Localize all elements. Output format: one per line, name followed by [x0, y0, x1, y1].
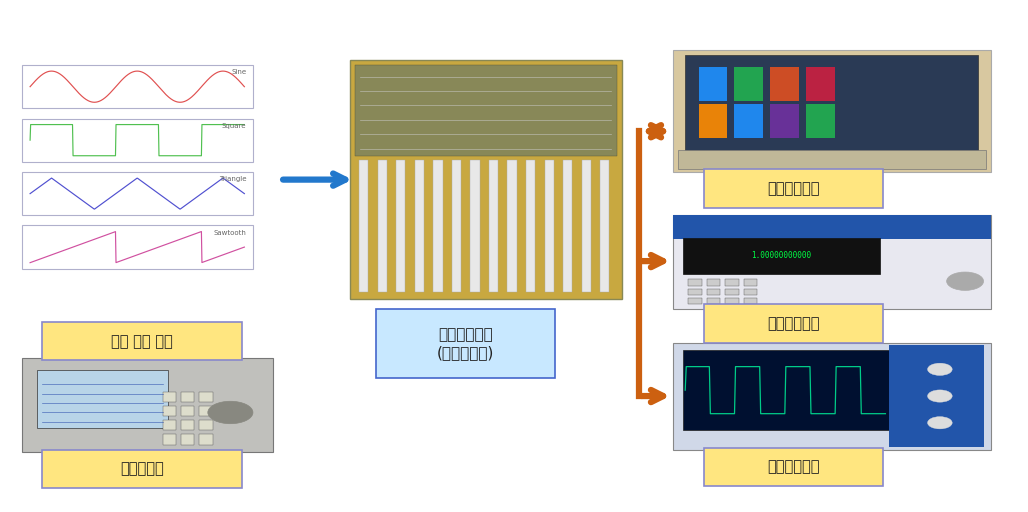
FancyBboxPatch shape [22, 172, 253, 215]
Circle shape [927, 417, 952, 429]
Text: Sine: Sine [231, 69, 247, 75]
FancyBboxPatch shape [743, 280, 757, 286]
FancyBboxPatch shape [181, 420, 194, 430]
FancyBboxPatch shape [673, 50, 991, 172]
FancyBboxPatch shape [706, 280, 720, 286]
FancyBboxPatch shape [489, 160, 499, 292]
FancyBboxPatch shape [22, 225, 253, 269]
FancyBboxPatch shape [704, 169, 883, 208]
FancyBboxPatch shape [725, 289, 738, 295]
FancyBboxPatch shape [414, 160, 424, 292]
FancyBboxPatch shape [526, 160, 536, 292]
FancyBboxPatch shape [734, 103, 763, 138]
FancyBboxPatch shape [734, 67, 763, 101]
FancyBboxPatch shape [743, 298, 757, 304]
Circle shape [208, 401, 253, 424]
Text: 주파수카운터: 주파수카운터 [767, 316, 819, 331]
FancyBboxPatch shape [508, 160, 517, 292]
FancyBboxPatch shape [743, 289, 757, 295]
FancyBboxPatch shape [471, 160, 480, 292]
FancyBboxPatch shape [181, 392, 194, 402]
FancyBboxPatch shape [725, 298, 738, 304]
FancyBboxPatch shape [563, 160, 573, 292]
FancyBboxPatch shape [359, 160, 368, 292]
FancyBboxPatch shape [22, 65, 253, 109]
FancyBboxPatch shape [199, 434, 213, 444]
FancyBboxPatch shape [350, 60, 622, 300]
FancyBboxPatch shape [689, 280, 702, 286]
FancyBboxPatch shape [434, 160, 442, 292]
Circle shape [927, 390, 952, 402]
Circle shape [947, 272, 984, 290]
Text: Square: Square [222, 122, 247, 129]
FancyBboxPatch shape [162, 434, 176, 444]
FancyBboxPatch shape [699, 103, 727, 138]
FancyBboxPatch shape [686, 55, 979, 150]
Circle shape [927, 363, 952, 375]
FancyBboxPatch shape [355, 65, 617, 156]
FancyBboxPatch shape [37, 370, 168, 429]
FancyBboxPatch shape [162, 392, 176, 402]
FancyBboxPatch shape [42, 322, 243, 360]
FancyBboxPatch shape [673, 343, 991, 450]
FancyBboxPatch shape [377, 160, 387, 292]
FancyBboxPatch shape [673, 215, 991, 309]
Text: 데이터수집기
(피시험장비): 데이터수집기 (피시험장비) [437, 327, 494, 360]
FancyBboxPatch shape [684, 238, 880, 274]
FancyBboxPatch shape [806, 103, 835, 138]
Text: 1.00000000000: 1.00000000000 [751, 251, 812, 260]
FancyBboxPatch shape [725, 280, 738, 286]
FancyBboxPatch shape [22, 118, 253, 162]
FancyBboxPatch shape [199, 392, 213, 402]
FancyBboxPatch shape [162, 406, 176, 416]
FancyBboxPatch shape [375, 309, 555, 378]
FancyBboxPatch shape [199, 406, 213, 416]
FancyBboxPatch shape [162, 420, 176, 430]
Text: 시험용컴퓨터: 시험용컴퓨터 [767, 181, 819, 196]
FancyBboxPatch shape [770, 103, 799, 138]
Text: 오실로스코프: 오실로스코프 [767, 460, 819, 475]
FancyBboxPatch shape [704, 448, 883, 486]
FancyBboxPatch shape [22, 358, 273, 452]
FancyBboxPatch shape [689, 298, 702, 304]
FancyBboxPatch shape [678, 150, 986, 169]
FancyBboxPatch shape [684, 350, 890, 430]
FancyBboxPatch shape [706, 289, 720, 295]
FancyBboxPatch shape [673, 215, 991, 239]
Text: 신호발생기: 신호발생기 [120, 461, 164, 476]
FancyBboxPatch shape [699, 67, 727, 101]
FancyBboxPatch shape [706, 298, 720, 304]
FancyBboxPatch shape [582, 160, 591, 292]
Text: 신호 파형 모양: 신호 파형 모양 [111, 334, 174, 349]
Text: Sawtooth: Sawtooth [214, 229, 247, 236]
FancyBboxPatch shape [452, 160, 462, 292]
FancyBboxPatch shape [181, 434, 194, 444]
Text: Triangle: Triangle [219, 176, 247, 182]
FancyBboxPatch shape [770, 67, 799, 101]
FancyBboxPatch shape [806, 67, 835, 101]
FancyBboxPatch shape [42, 450, 243, 488]
FancyBboxPatch shape [199, 420, 213, 430]
FancyBboxPatch shape [396, 160, 405, 292]
FancyBboxPatch shape [600, 160, 610, 292]
FancyBboxPatch shape [704, 304, 883, 343]
FancyBboxPatch shape [181, 406, 194, 416]
FancyBboxPatch shape [689, 289, 702, 295]
FancyBboxPatch shape [545, 160, 554, 292]
FancyBboxPatch shape [889, 345, 985, 447]
